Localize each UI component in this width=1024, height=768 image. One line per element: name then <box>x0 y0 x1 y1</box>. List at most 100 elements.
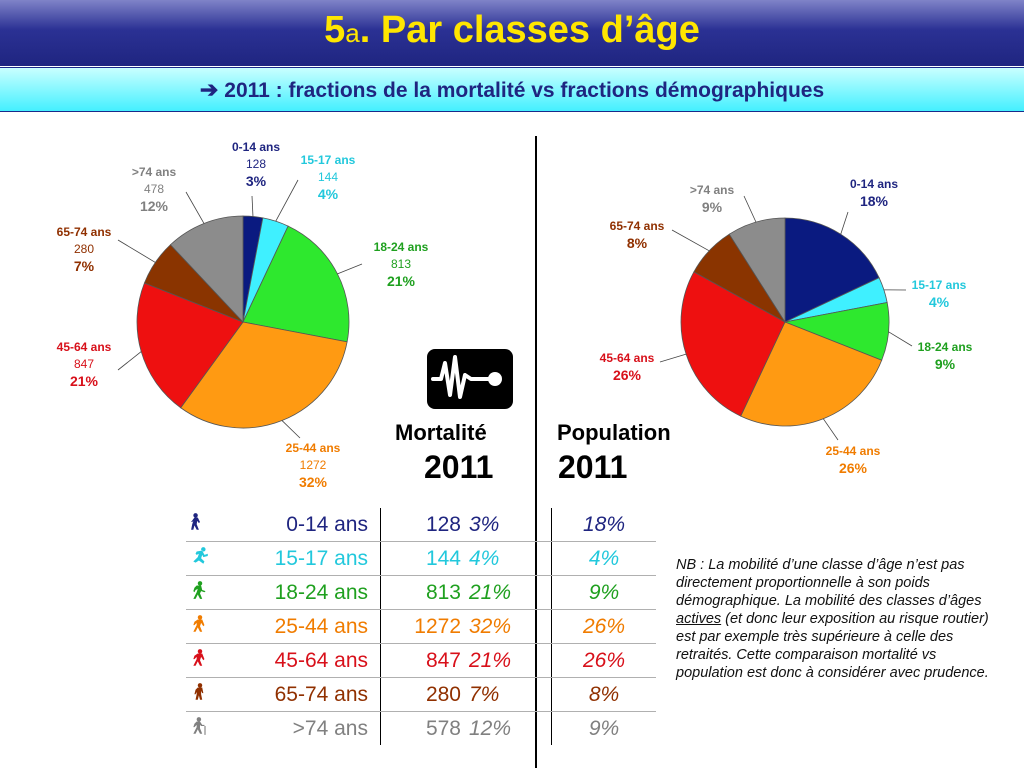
pop-label-pct: 18% <box>859 193 889 209</box>
table-mortality-pct: 12% <box>469 711 552 745</box>
pie-mort-leader-6 <box>185 191 205 224</box>
pop-label-cat: 65-74 ans <box>609 219 665 233</box>
table-population-pct: 8% <box>551 677 656 712</box>
table-death-count: 1272 <box>380 609 469 644</box>
table-age-class: 25-44 ans <box>214 609 381 644</box>
mortality-year: 2011 <box>424 449 494 485</box>
mort-label-cat: 0-14 ans <box>231 140 281 154</box>
page-title: 5a. Par classes d’âge <box>324 9 700 52</box>
pie-pop-leader-3 <box>822 418 839 441</box>
mort-label-15-17: 15-17 ans 144 4% <box>296 152 360 203</box>
young-running-icon <box>186 541 214 576</box>
table-mortality-pct: 21% <box>469 575 552 610</box>
table-mortality-pct: 7% <box>469 677 552 712</box>
arrow-right-icon: ➔ <box>199 77 219 102</box>
pop-label-65-74: 65-74 ans 8% <box>605 218 669 252</box>
note-text: NB : La mobilité d’une classe d’âge n’es… <box>676 556 998 682</box>
population-title: Population <box>557 420 671 445</box>
pie-mort-leader-2 <box>337 263 363 275</box>
title-suffix: a <box>345 18 360 48</box>
pie-mortality <box>117 179 363 439</box>
column-divider <box>535 136 537 768</box>
population-year: 2011 <box>558 449 628 485</box>
pie-pop-slice-0 <box>784 217 880 323</box>
mort-label-count: 144 <box>317 170 339 184</box>
title-text: . Par classes d’âge <box>359 9 700 51</box>
age-class-table: 0-14 ans 128 3% 18% 15-17 ans 144 4% 4% 18-24 an… <box>186 508 656 745</box>
table-age-class: 0-14 ans <box>214 508 381 542</box>
pop-label-0-14: 0-14 ans 18% <box>842 176 906 210</box>
pie-pop-slice-6 <box>728 217 786 324</box>
pie-pop-leader-5 <box>671 229 710 252</box>
pop-label-cat: 18-24 ans <box>917 340 973 354</box>
senior-walking-icon <box>186 677 214 712</box>
mort-label-18-24: 18-24 ans 813 21% <box>366 239 436 290</box>
note-underlined: actives <box>676 611 722 627</box>
note-part1: NB : La mobilité d’une classe d’âge n’es… <box>676 557 982 609</box>
table-death-count: 578 <box>425 716 461 740</box>
pop-label-pct: 26% <box>838 460 868 476</box>
table-age-class: >74 ans <box>214 711 381 745</box>
pop-label-pct: 8% <box>626 235 648 251</box>
pop-label-pct: 4% <box>928 294 950 310</box>
pop-label-pct: 26% <box>612 367 642 383</box>
mort-label-pct: 4% <box>317 186 339 202</box>
adult-walking-icon <box>186 643 214 678</box>
mort-label-pct: 21% <box>386 273 416 289</box>
mort-label-pct: 21% <box>69 373 99 389</box>
mort-label-pct: 3% <box>245 173 267 189</box>
mort-label-cat: 25-44 ans <box>285 441 341 455</box>
table-row: 18-24 ans 813 21% 9% <box>186 575 656 610</box>
pie-mort-leader-1 <box>275 179 299 222</box>
pop-label-cat: >74 ans <box>689 183 735 197</box>
ecg-heartbeat-icon <box>427 349 513 409</box>
table-row: >74 ans 578 12% 9% <box>186 711 656 745</box>
pop-label-pct: 9% <box>934 356 956 372</box>
pie-mort-leader-5 <box>117 239 156 263</box>
pop-label-45-64: 45-64 ans 26% <box>595 350 659 384</box>
table-age-class: 18-24 ans <box>214 575 381 610</box>
mort-label-count: 280 <box>73 242 95 256</box>
mort-label-25-44: 25-44 ans 1272 32% <box>280 440 346 491</box>
mort-label-cat: 15-17 ans <box>300 153 356 167</box>
table-death-count: 280 <box>380 677 469 712</box>
pie-pop-leader-4 <box>659 353 687 363</box>
mort-label-pct: 32% <box>298 474 328 490</box>
mort-label-pct: 12% <box>139 198 169 214</box>
table-row: 45-64 ans 847 21% 26% <box>186 643 656 678</box>
page-subtitle: ➔ 2011 : fractions de la mortalité vs fra… <box>200 77 824 103</box>
mort-label-count: 813 <box>390 257 412 271</box>
table-population-pct: 4% <box>551 541 656 576</box>
pop-label-cat: 15-17 ans <box>911 278 967 292</box>
mort-label-65-74: 65-74 ans 280 7% <box>52 224 116 275</box>
pop-label-cat: 45-64 ans <box>599 351 655 365</box>
table-row: 0-14 ans 128 3% 18% <box>186 508 656 542</box>
pie-mort-slice-3 <box>180 321 348 429</box>
table-row: 65-74 ans 280 7% 8% <box>186 677 656 712</box>
mort-label-cat: 45-64 ans <box>56 340 112 354</box>
mort-label-count: 847 <box>73 357 95 371</box>
table-population-pct: 26% <box>551 643 656 678</box>
mortality-title: Mortalité <box>395 420 487 445</box>
runner-icon <box>186 575 214 610</box>
pie-population <box>659 195 913 441</box>
mort-label-cat: >74 ans <box>131 165 177 179</box>
pie-pop-leader-2 <box>888 331 913 347</box>
pie-pop-leader-6 <box>743 195 757 223</box>
subtitle-text: 2011 : fractions de la mortalité vs frac… <box>224 79 825 102</box>
title-bar: 5a. Par classes d’âge <box>0 0 1024 66</box>
table-population-pct: 18% <box>551 508 656 542</box>
mort-label-count: 478 <box>143 182 165 196</box>
mort-label-45-64: 45-64 ans 847 21% <box>52 339 116 390</box>
table-age-class: 65-74 ans <box>214 677 381 712</box>
table-death-count: 128 <box>380 508 469 542</box>
pop-label-pct: 9% <box>701 199 723 215</box>
note-part2: (et donc leur exposition au risque routi… <box>676 611 989 681</box>
table-row: 25-44 ans 1272 32% 26% <box>186 609 656 644</box>
table-mortality-pct: 4% <box>469 541 552 576</box>
subtitle-bar: ➔ 2011 : fractions de la mortalité vs fra… <box>0 67 1024 112</box>
pie-mort-leader-4 <box>117 351 142 371</box>
adult-walking-icon <box>186 609 214 644</box>
mort-label-0-14: 0-14 ans 128 3% <box>224 139 288 190</box>
